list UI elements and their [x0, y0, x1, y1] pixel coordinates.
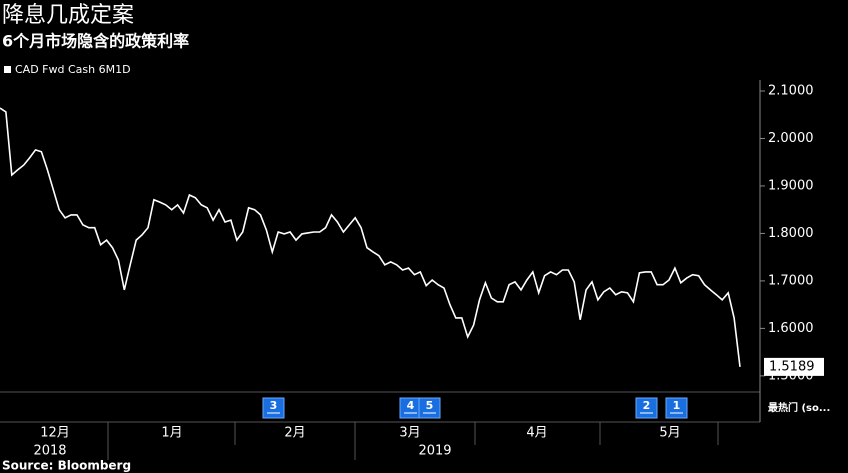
chart-subtitle: 6个月市场隐含的政策利率 — [2, 32, 189, 51]
event-label: 5 — [426, 399, 434, 412]
x-tick-label: 1月 — [161, 426, 182, 441]
source: Source: Bloomberg — [2, 459, 131, 473]
year-label: 2018 — [33, 444, 66, 459]
event-label: 2 — [643, 399, 651, 412]
last-value-tag — [764, 357, 824, 376]
y-tick-label: 2.1000 — [768, 83, 814, 98]
event-label: 3 — [270, 399, 278, 412]
y-tick-label: 1.7000 — [768, 273, 814, 288]
x-tick-label: 3月 — [399, 426, 420, 441]
event-label: 4 — [407, 399, 415, 412]
series-line — [0, 107, 741, 367]
last-value-label: 1.5189 — [769, 359, 815, 374]
y-tick-label: 2.0000 — [768, 131, 814, 146]
y-tick-label: 1.9000 — [768, 178, 814, 193]
y-tick-label: 1.6000 — [768, 321, 814, 336]
x-tick-label: 4月 — [526, 426, 547, 441]
x-tick-label: 2月 — [284, 426, 305, 441]
year-label: 2019 — [418, 444, 451, 459]
x-tick-label: 12月 — [40, 426, 70, 441]
chart-title: 降息几成定案 — [2, 3, 134, 28]
legend-label: CAD Fwd Cash 6M1D — [15, 63, 131, 76]
legend-swatch — [4, 66, 11, 73]
event-label: 1 — [673, 399, 681, 412]
x-tick-label: 5月 — [659, 426, 680, 441]
events-label: 最热门 (so... — [768, 401, 830, 414]
y-tick-label: 1.8000 — [768, 226, 814, 241]
